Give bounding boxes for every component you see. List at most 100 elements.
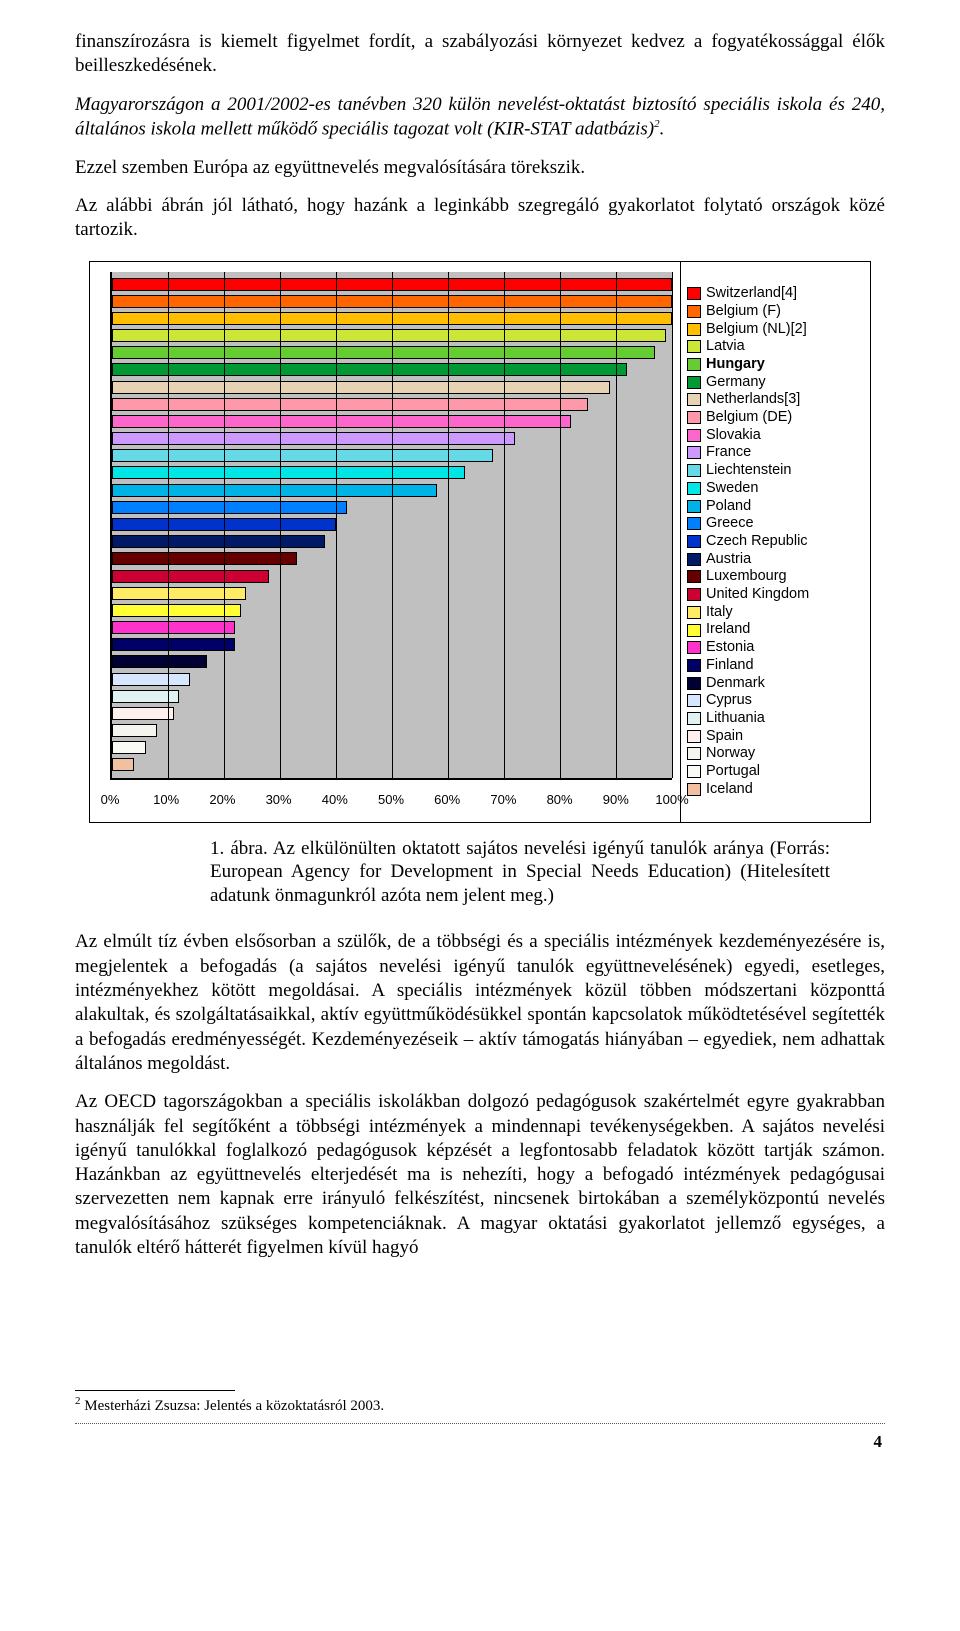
legend-label: Czech Republic	[706, 533, 808, 550]
segregation-chart: 0%10%20%30%40%50%60%70%80%90%100% Switze…	[89, 261, 871, 823]
legend-swatch	[687, 677, 701, 690]
legend-swatch	[687, 747, 701, 760]
chart-bar	[112, 398, 588, 411]
paragraph-2: Magyarországon a 2001/2002-es tanévben 3…	[75, 93, 885, 142]
chart-bar	[112, 484, 437, 497]
legend-row: United Kingdom	[687, 586, 864, 603]
legend-row: Spain	[687, 728, 864, 745]
legend-row: Netherlands[3]	[687, 391, 864, 408]
legend-label: Luxembourg	[706, 568, 787, 585]
x-tick-label: 60%	[434, 792, 460, 807]
footnote-separator	[75, 1390, 235, 1391]
legend-swatch	[687, 429, 701, 442]
legend-label: United Kingdom	[706, 586, 809, 603]
legend-label: Estonia	[706, 639, 754, 656]
chart-bar	[112, 329, 666, 342]
chart-bar	[112, 363, 627, 376]
chart-bar	[112, 741, 146, 754]
gridline	[392, 272, 393, 778]
chart-plot-region: 0%10%20%30%40%50%60%70%80%90%100%	[90, 262, 680, 822]
legend-label: Switzerland[4]	[706, 285, 797, 302]
legend-row: Switzerland[4]	[687, 285, 864, 302]
footnote: 2 Mesterházi Zsuzsa: Jelentés a közoktat…	[75, 1395, 885, 1415]
legend-swatch	[687, 376, 701, 389]
legend-swatch	[687, 553, 701, 566]
page-number: 4	[874, 1432, 883, 1452]
paragraph-5: Az elmúlt tíz évben elsősorban a szülők,…	[75, 930, 885, 1076]
x-tick-label: 20%	[209, 792, 235, 807]
legend-swatch	[687, 783, 701, 796]
chart-bar	[112, 415, 571, 428]
legend-swatch	[687, 305, 701, 318]
legend-row: Slovakia	[687, 427, 864, 444]
p2-italic: Magyarországon a 2001/2002-es tanévben 3…	[75, 94, 885, 140]
chart-bar	[112, 501, 347, 514]
legend-row: Cyprus	[687, 692, 864, 709]
chart-bar	[112, 707, 174, 720]
chart-bar	[112, 570, 269, 583]
legend-swatch	[687, 323, 701, 336]
gridline	[560, 272, 561, 778]
legend-row: Iceland	[687, 781, 864, 798]
gridline	[448, 272, 449, 778]
legend-swatch	[687, 393, 701, 406]
legend-swatch	[687, 340, 701, 353]
legend-swatch	[687, 500, 701, 513]
legend-swatch	[687, 606, 701, 619]
legend-label: Italy	[706, 604, 733, 621]
legend-row: Czech Republic	[687, 533, 864, 550]
chart-legend: Switzerland[4]Belgium (F)Belgium (NL)[2]…	[680, 262, 870, 822]
legend-swatch	[687, 464, 701, 477]
gridline	[672, 272, 673, 778]
legend-swatch	[687, 570, 701, 583]
legend-row: Belgium (DE)	[687, 409, 864, 426]
gridline	[504, 272, 505, 778]
legend-swatch	[687, 588, 701, 601]
legend-row: Denmark	[687, 675, 864, 692]
legend-row: Finland	[687, 657, 864, 674]
chart-bar	[112, 535, 325, 548]
legend-label: Poland	[706, 498, 751, 515]
legend-label: Latvia	[706, 338, 745, 355]
legend-label: Greece	[706, 515, 754, 532]
legend-label: France	[706, 444, 751, 461]
legend-label: Netherlands[3]	[706, 391, 800, 408]
x-axis-labels: 0%10%20%30%40%50%60%70%80%90%100%	[110, 792, 672, 810]
page-bottom-rule	[75, 1423, 885, 1424]
x-tick-label: 0%	[101, 792, 120, 807]
chart-bar	[112, 690, 179, 703]
chart-bar	[112, 673, 190, 686]
legend-label: Liechtenstein	[706, 462, 791, 479]
legend-row: Norway	[687, 745, 864, 762]
legend-row: Belgium (NL)[2]	[687, 321, 864, 338]
legend-row: Greece	[687, 515, 864, 532]
legend-row: Austria	[687, 551, 864, 568]
paragraph-3: Ezzel szemben Európa az együttnevelés me…	[75, 156, 885, 180]
legend-swatch	[687, 482, 701, 495]
legend-swatch	[687, 712, 701, 725]
chart-bar	[112, 381, 610, 394]
legend-label: Lithuania	[706, 710, 765, 727]
chart-bar	[112, 724, 157, 737]
legend-row: Liechtenstein	[687, 462, 864, 479]
chart-bar	[112, 621, 235, 634]
chart-bar	[112, 449, 493, 462]
legend-row: Sweden	[687, 480, 864, 497]
legend-label: Belgium (DE)	[706, 409, 792, 426]
legend-swatch	[687, 446, 701, 459]
chart-bar	[112, 604, 241, 617]
legend-row: Lithuania	[687, 710, 864, 727]
legend-row: Hungary	[687, 356, 864, 373]
gridline	[336, 272, 337, 778]
legend-swatch	[687, 517, 701, 530]
x-tick-label: 100%	[655, 792, 688, 807]
legend-label: Austria	[706, 551, 751, 568]
chart-bar	[112, 638, 235, 651]
legend-label: Norway	[706, 745, 755, 762]
chart-bar	[112, 587, 246, 600]
chart-bar	[112, 655, 207, 668]
legend-label: Belgium (NL)[2]	[706, 321, 807, 338]
legend-swatch	[687, 624, 701, 637]
legend-label: Portugal	[706, 763, 760, 780]
legend-label: Iceland	[706, 781, 753, 798]
